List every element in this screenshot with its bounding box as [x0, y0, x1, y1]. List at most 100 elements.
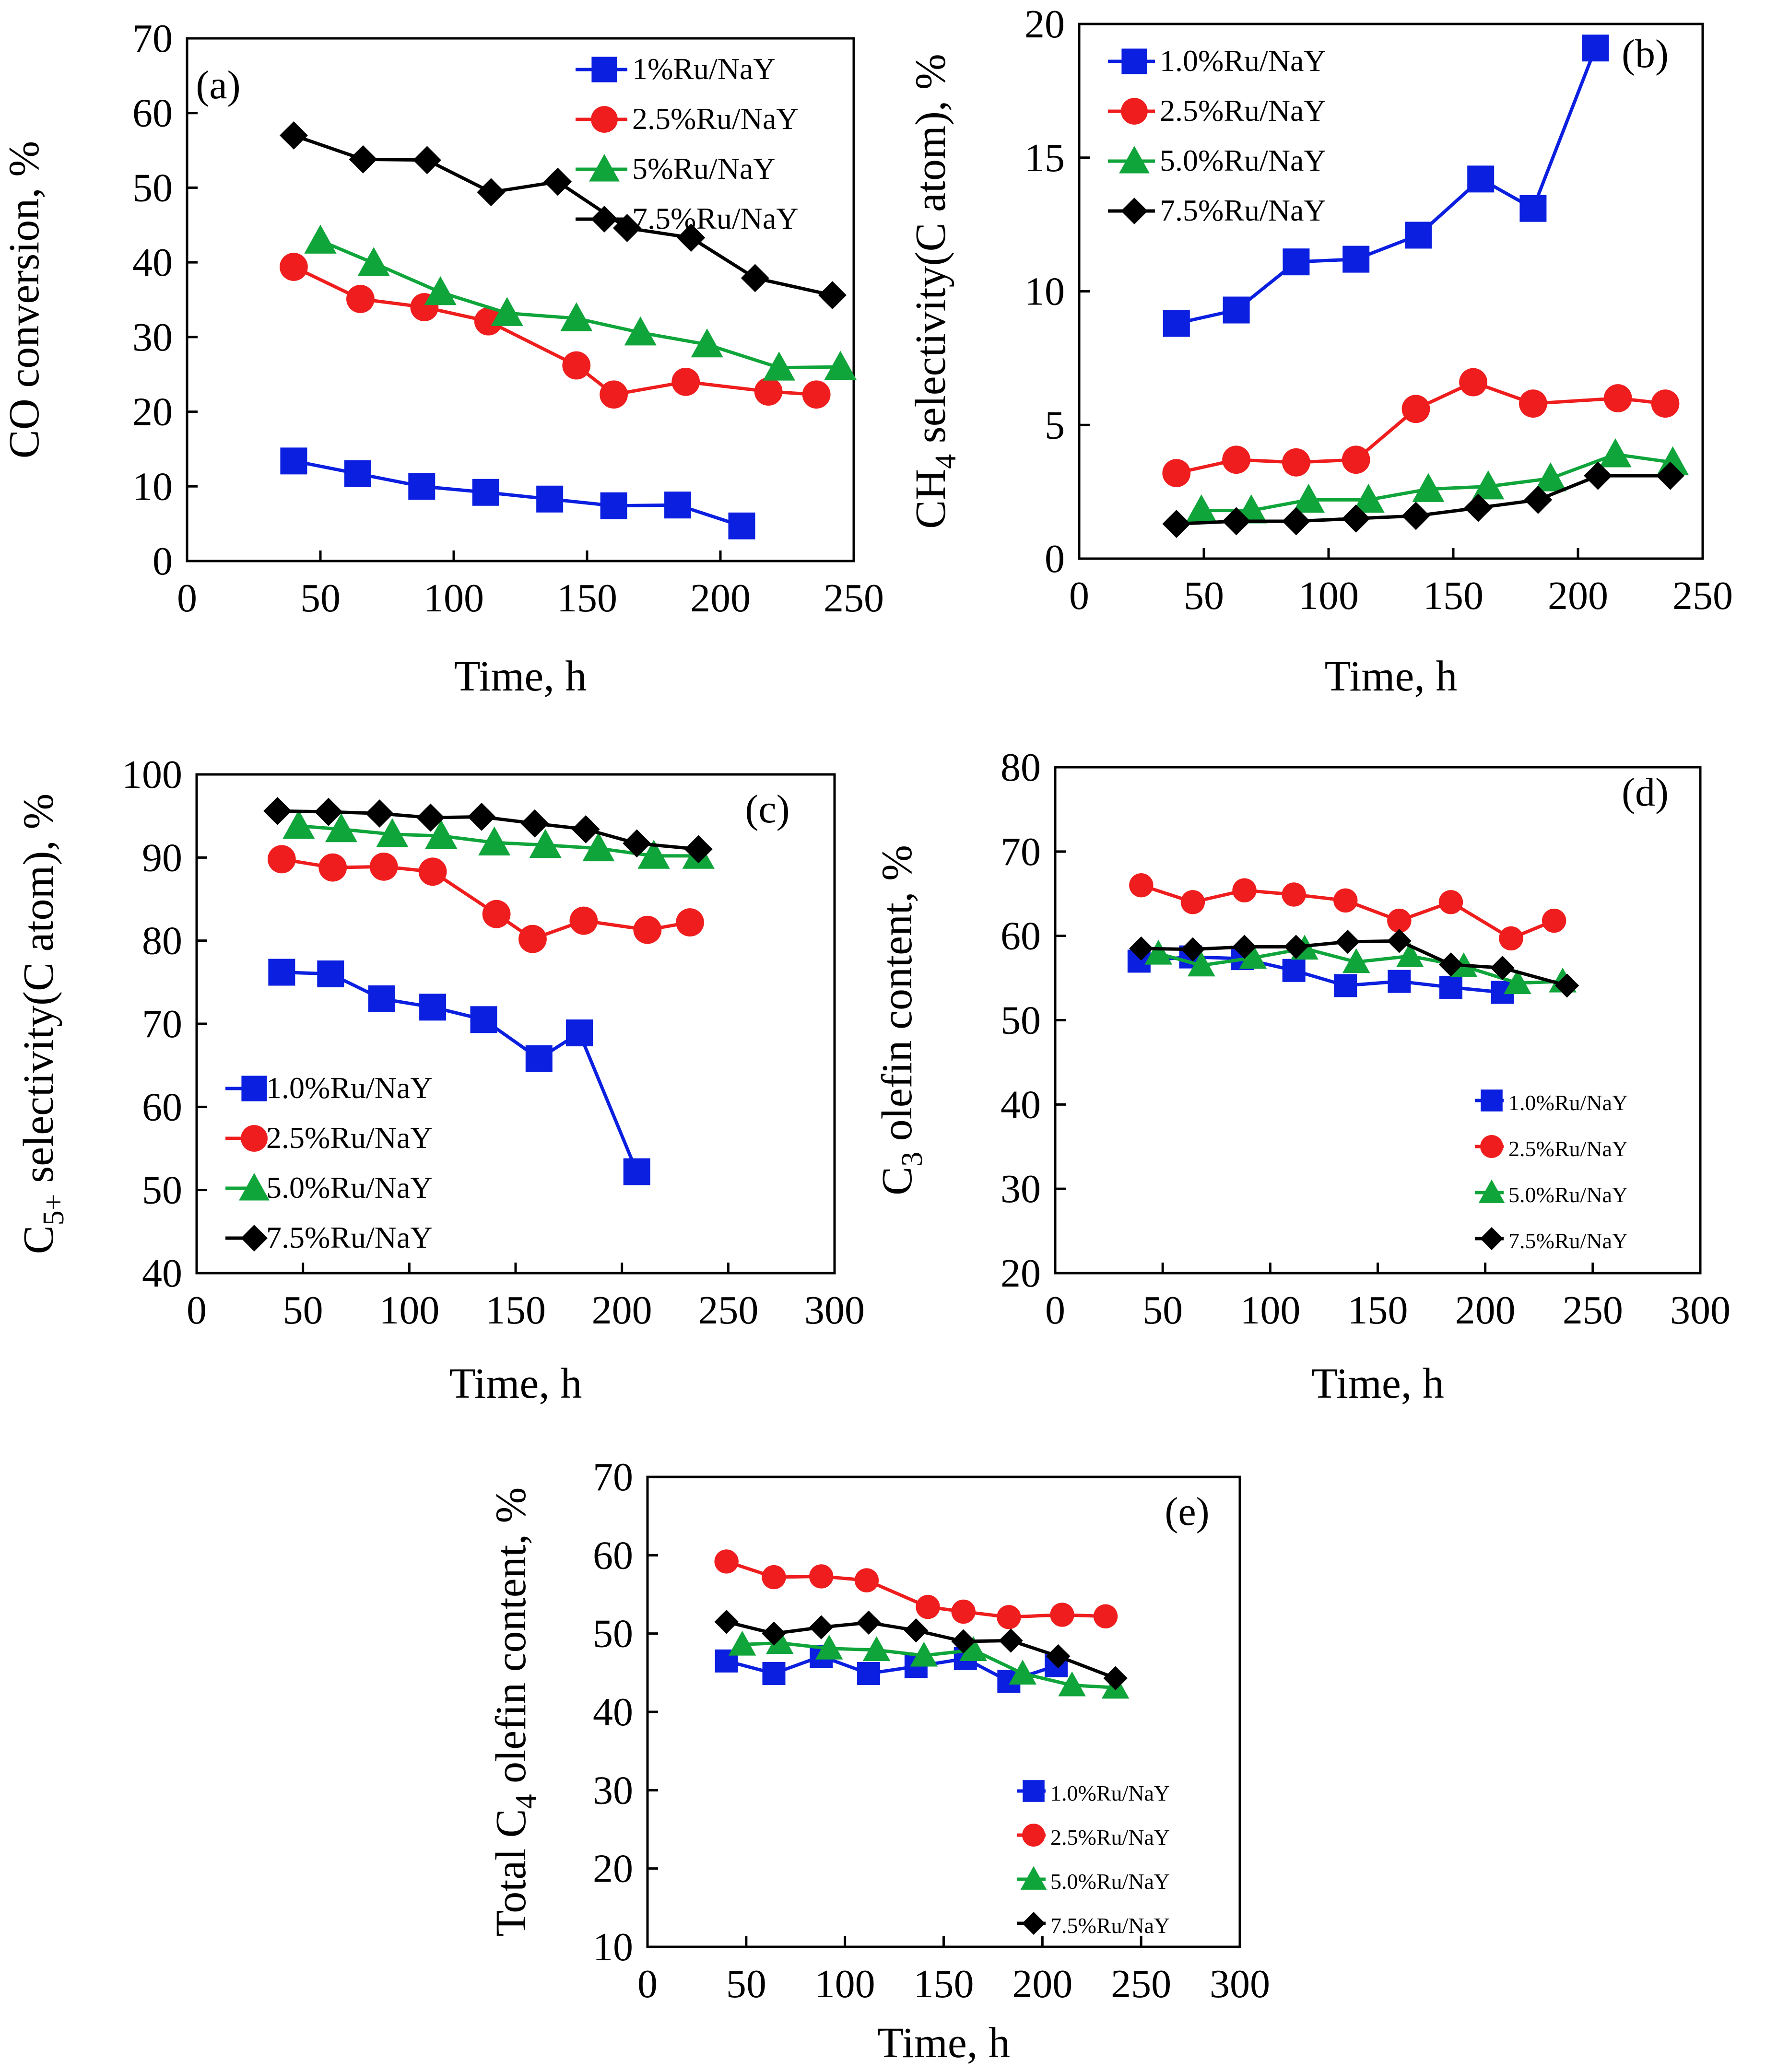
data-point	[280, 447, 307, 475]
legend-marker	[1481, 1089, 1503, 1112]
data-point	[280, 121, 308, 150]
x-axis-title: Time, h	[1325, 653, 1458, 700]
data-point	[1103, 1666, 1128, 1690]
series-2.5%Ru/NaY	[1129, 873, 1566, 951]
data-point	[763, 351, 795, 381]
data-point	[728, 1630, 756, 1656]
data-point	[677, 223, 706, 252]
data-point	[314, 797, 343, 826]
legend-label: 1.0%Ru/NaY	[1508, 1090, 1628, 1115]
data-point	[1342, 948, 1370, 973]
data-point	[997, 1605, 1021, 1629]
data-point	[1144, 939, 1172, 965]
legend-label: 5.0%Ru/NaY	[1160, 143, 1326, 177]
data-point	[1387, 908, 1412, 933]
data-point	[357, 247, 390, 276]
data-point	[815, 1634, 843, 1660]
data-point	[477, 178, 506, 207]
data-point	[472, 479, 499, 506]
y-axis-title: CH4 selectivity(C atom), %	[907, 54, 962, 529]
data-point	[582, 832, 615, 862]
data-point	[1333, 888, 1358, 913]
y-tick-label: 30	[132, 315, 173, 360]
data-point	[802, 380, 831, 409]
y-tick-label: 50	[142, 1168, 182, 1213]
data-point	[754, 377, 783, 406]
legend-label: 7.5%Ru/NaY	[1508, 1229, 1628, 1253]
legend: 1.0%Ru/NaY 2.5%Ru/NaY 5.0%Ru/NaY 7.5%Ru/NaY	[225, 1071, 433, 1254]
x-tick-label: 50	[726, 1962, 766, 2006]
legend-marker	[1020, 1866, 1047, 1890]
data-point	[951, 1599, 976, 1624]
data-point	[419, 994, 447, 1021]
data-point	[1342, 445, 1370, 474]
panel-label: (c)	[745, 787, 789, 831]
legend-label: 7.5%Ru/NaY	[1160, 193, 1326, 227]
x-tick-label: 100	[424, 576, 484, 620]
x-tick-label: 200	[1455, 1288, 1516, 1333]
data-point	[1490, 956, 1515, 980]
data-point	[529, 829, 562, 858]
data-point	[424, 276, 457, 305]
data-point	[1499, 926, 1523, 951]
y-tick-label: 20	[1001, 1251, 1041, 1296]
legend-label: 7.5%Ru/NaY	[1050, 1913, 1170, 1938]
data-point	[613, 214, 641, 242]
legend: 1.0%Ru/NaY 2.5%Ru/NaY 5.0%Ru/NaY 7.5%Ru/NaY	[1017, 1780, 1170, 1938]
legend-label: 7.5%Ru/NaY	[266, 1220, 433, 1254]
x-tick-label: 100	[1298, 574, 1359, 618]
x-tick-label: 100	[815, 1962, 875, 2006]
data-point	[1283, 935, 1308, 959]
data-point	[664, 492, 692, 519]
data-point	[1401, 502, 1430, 530]
legend-label: 5%Ru/NaY	[632, 152, 776, 186]
x-tick-label: 100	[379, 1288, 439, 1333]
data-point	[600, 380, 628, 409]
y-tick-label: 60	[593, 1533, 633, 1578]
legend: 1.0%Ru/NaY 2.5%Ru/NaY 5.0%Ru/NaY 7.5%Ru/NaY	[1475, 1089, 1628, 1253]
data-point	[566, 1019, 593, 1047]
data-point	[1232, 878, 1257, 902]
legend-label: 5.0%Ru/NaY	[266, 1171, 433, 1205]
y-tick-label: 10	[593, 1925, 633, 1969]
x-tick-label: 300	[1670, 1288, 1731, 1333]
legend-label: 2.5%Ru/NaY	[1508, 1136, 1628, 1161]
data-point	[543, 167, 572, 196]
y-tick-label: 60	[1001, 914, 1041, 959]
legend-label: 2.5%Ru/NaY	[266, 1121, 433, 1155]
data-point	[1163, 310, 1190, 337]
data-point	[1459, 368, 1488, 397]
x-tick-label: 250	[1672, 574, 1733, 618]
y-tick-label: 70	[593, 1455, 633, 1499]
plot-frame	[186, 37, 855, 562]
data-point	[283, 809, 315, 839]
data-point	[1438, 952, 1463, 977]
data-point	[1162, 510, 1191, 538]
data-point	[637, 840, 670, 869]
data-point	[862, 1636, 891, 1662]
legend-marker	[591, 57, 617, 82]
data-point	[1222, 445, 1251, 474]
data-point	[1542, 908, 1566, 933]
y-tick-label: 40	[142, 1251, 182, 1296]
x-tick-label: 0	[1069, 574, 1089, 618]
x-tick-label: 150	[557, 576, 617, 620]
data-point	[633, 915, 662, 944]
data-point	[571, 815, 600, 843]
data-point	[1352, 483, 1385, 513]
chart-panel-4: 0 50 100 150 200 250 300 20 30 40 50 60 70 80 Time, h C…	[873, 745, 1731, 1407]
x-tick-label: 200	[1548, 574, 1608, 618]
data-point	[904, 1618, 929, 1643]
panel-label: (d)	[1622, 770, 1669, 815]
data-point	[623, 829, 651, 858]
data-point	[482, 900, 511, 928]
data-point	[536, 485, 564, 513]
legend-label: 1.0%Ru/NaY	[1160, 44, 1326, 78]
data-point	[365, 799, 394, 828]
data-point	[1519, 195, 1547, 222]
data-point	[1232, 935, 1257, 959]
data-point	[1401, 395, 1430, 423]
data-point	[1342, 246, 1370, 273]
